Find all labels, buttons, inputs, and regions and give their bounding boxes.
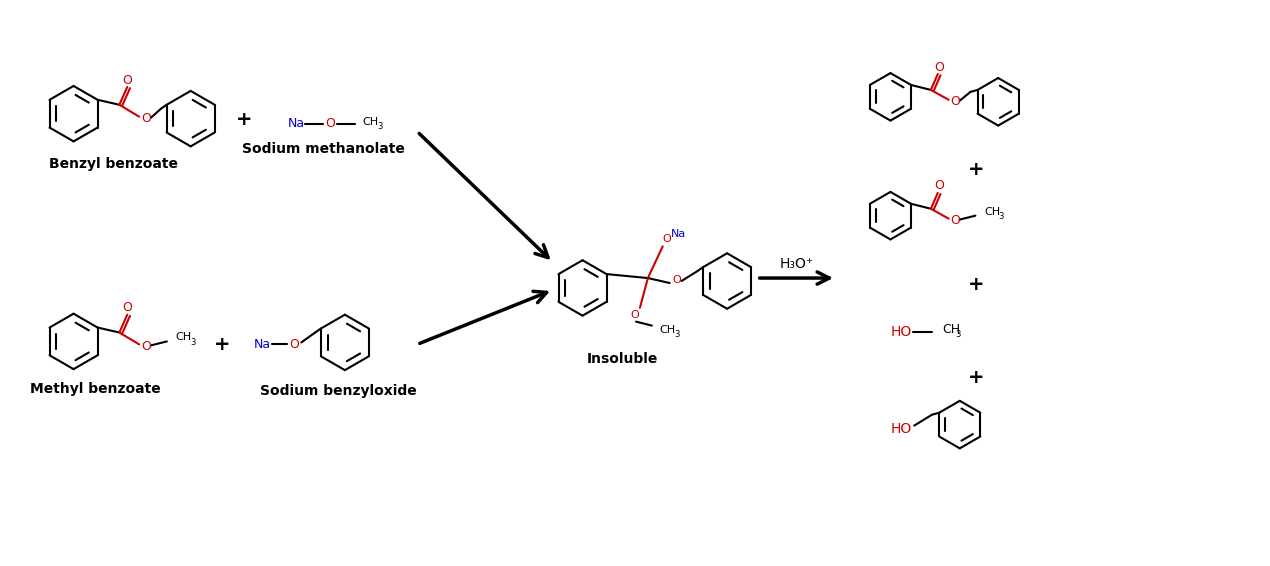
Text: +: + (213, 335, 230, 354)
Text: Insoluble: Insoluble (587, 352, 658, 366)
Text: CH: CH (659, 324, 676, 335)
Text: Sodium benzyloxide: Sodium benzyloxide (259, 384, 417, 398)
Text: 3: 3 (190, 338, 196, 347)
Text: CH: CH (363, 117, 378, 127)
Text: Na: Na (287, 117, 305, 130)
Text: +: + (236, 110, 253, 129)
Text: O: O (325, 117, 335, 130)
Text: Na: Na (254, 338, 271, 351)
Text: Methyl benzoate: Methyl benzoate (30, 382, 161, 396)
Text: O: O (951, 95, 960, 108)
Text: O: O (290, 338, 300, 351)
Text: HO: HO (890, 422, 912, 436)
Text: CH: CH (984, 207, 1001, 217)
Text: O: O (933, 61, 944, 74)
Text: 3: 3 (998, 212, 1003, 221)
Text: Sodium methanolate: Sodium methanolate (241, 142, 405, 156)
Text: CH: CH (942, 323, 960, 336)
Text: O: O (141, 112, 151, 125)
Text: O: O (933, 179, 944, 192)
Text: HO: HO (890, 324, 912, 338)
Text: O: O (122, 301, 132, 314)
Text: O: O (141, 340, 151, 353)
Text: O: O (631, 310, 639, 320)
Text: +: + (968, 367, 984, 387)
Text: +: + (968, 276, 984, 294)
Text: 3: 3 (674, 330, 679, 339)
Text: O: O (122, 74, 132, 87)
Text: +: + (968, 160, 984, 179)
Text: 3: 3 (955, 330, 960, 339)
Text: 3: 3 (377, 122, 382, 131)
Text: Benzyl benzoate: Benzyl benzoate (48, 157, 178, 171)
Text: O: O (951, 214, 960, 227)
Text: CH: CH (175, 332, 192, 342)
Text: O: O (663, 234, 671, 245)
Text: H₃O⁺: H₃O⁺ (780, 257, 814, 271)
Text: Na: Na (671, 229, 686, 239)
Text: O: O (672, 275, 681, 285)
